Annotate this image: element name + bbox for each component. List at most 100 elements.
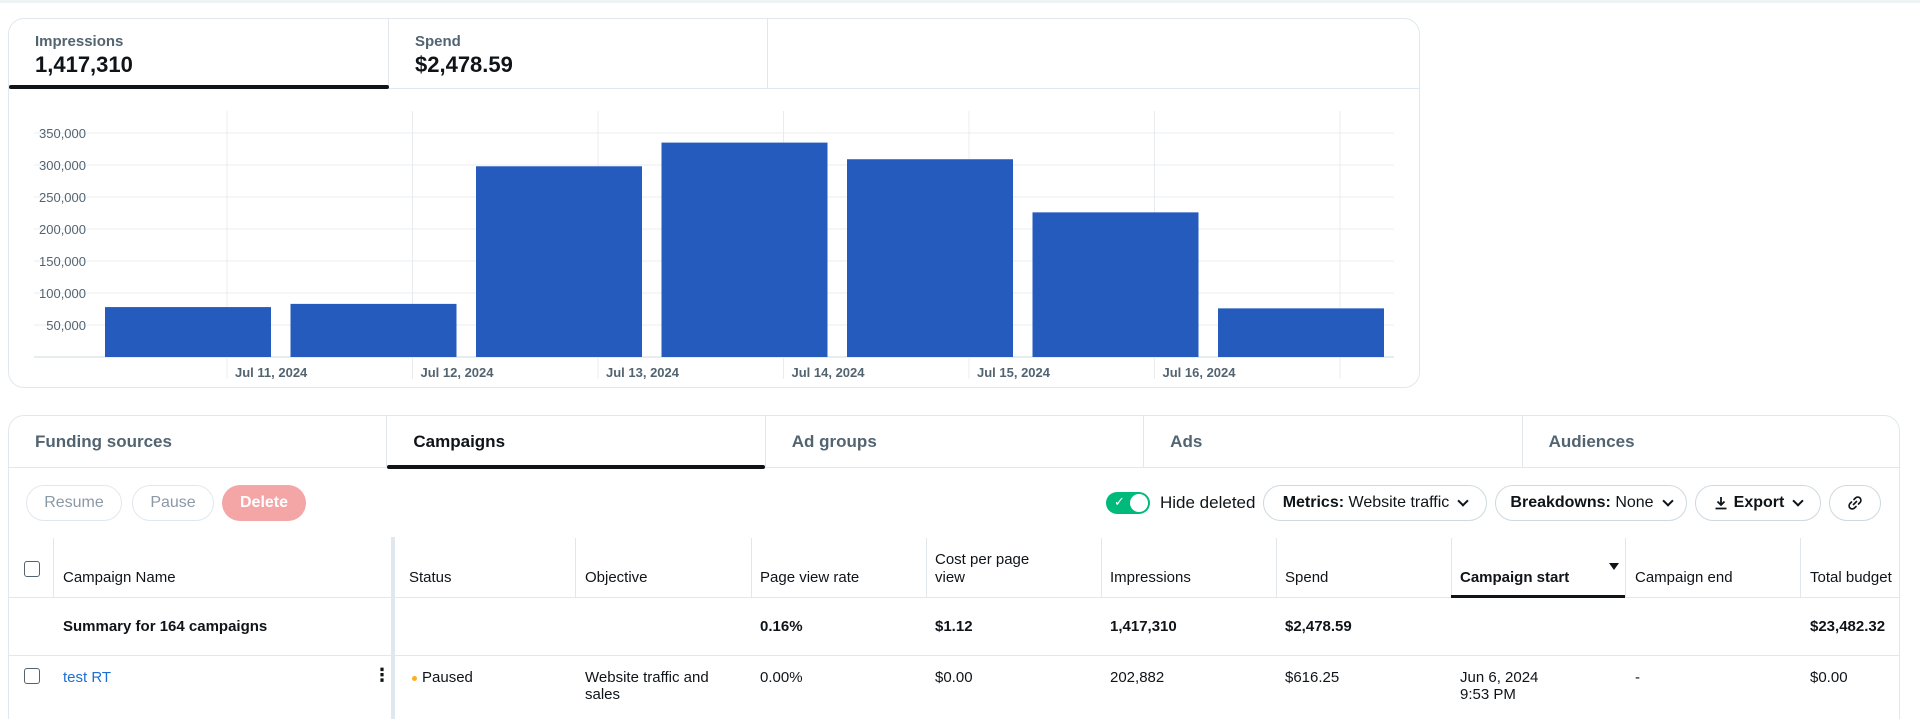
header-line: Cost per page [935, 551, 1030, 568]
y-tick-label: 100,000 [39, 286, 86, 301]
table-toolbar: Resume Pause Delete ✓ Hide deleted Metri… [9, 468, 1899, 538]
x-tick-label: Jul 14, 2024 [792, 365, 866, 380]
tab-ads[interactable]: Ads [1144, 416, 1523, 468]
tab-ad-groups[interactable]: Ad groups [766, 416, 1145, 468]
column-divider [1625, 538, 1626, 598]
select-all-checkbox[interactable] [24, 561, 40, 577]
campaign-end-cell: - [1635, 669, 1640, 686]
x-tick-label: Jul 16, 2024 [1163, 365, 1237, 380]
bar [847, 159, 1013, 357]
y-tick-label: 200,000 [39, 222, 86, 237]
bar [1032, 212, 1199, 357]
y-tick-label: 250,000 [39, 190, 86, 205]
summary-page-view-rate: 0.16% [760, 618, 803, 635]
tab-funding-sources[interactable]: Funding sources [9, 416, 388, 468]
entity-card: Funding sources Campaigns Ad groups Ads … [8, 415, 1900, 719]
breakdowns-dropdown[interactable]: Breakdowns: None [1495, 485, 1687, 521]
bar [661, 142, 828, 357]
sort-descending-icon[interactable] [1609, 563, 1619, 570]
header-status[interactable]: Status [409, 569, 452, 586]
metric-label: Impressions [35, 33, 124, 50]
x-tick-label: Jul 11, 2024 [235, 365, 308, 380]
column-divider [575, 538, 576, 598]
x-tick-label: Jul 12, 2024 [421, 365, 495, 380]
delete-button[interactable]: Delete [222, 485, 306, 521]
table-row: test RT ⋮ Paused Website traffic and sal… [9, 656, 1899, 718]
metrics-dropdown[interactable]: Metrics: Website traffic [1263, 485, 1487, 521]
breakdowns-key: Breakdowns: [1510, 494, 1611, 511]
metric-value: 1,417,310 [35, 52, 133, 77]
sorted-column-indicator [1451, 595, 1625, 598]
y-tick-label: 300,000 [39, 158, 86, 173]
metrics-key: Metrics: [1282, 494, 1345, 511]
chevron-down-icon [1457, 494, 1469, 507]
header-campaign-end[interactable]: Campaign end [1635, 569, 1733, 586]
header-cost-per-page-view[interactable]: Cost per page view [935, 551, 1029, 587]
export-label: Export [1733, 494, 1785, 511]
pause-button[interactable]: Pause [132, 485, 214, 521]
summary-cost-per-page-view: $1.12 [935, 618, 973, 635]
bar [105, 307, 271, 357]
header-line: view [935, 569, 966, 586]
column-divider [53, 538, 54, 598]
column-divider [926, 538, 927, 598]
header-campaign-name[interactable]: Campaign Name [63, 569, 176, 586]
tab-campaigns[interactable]: Campaigns [387, 416, 766, 469]
tab-audiences[interactable]: Audiences [1548, 432, 1635, 451]
metric-tab-empty [768, 19, 1419, 89]
start-time: 9:53 PM [1460, 686, 1516, 703]
header-page-view-rate[interactable]: Page view rate [760, 569, 860, 586]
toggle-knob [1130, 494, 1148, 512]
status-cell: Paused [412, 669, 473, 686]
column-divider [1451, 538, 1452, 598]
table-header-row: Campaign Name Status Objective Page view… [9, 538, 1899, 598]
objective-line: Website traffic and [585, 669, 709, 686]
bar [290, 303, 457, 357]
summary-label: Summary for 164 campaigns [63, 618, 268, 635]
metric-label: Spend [415, 33, 461, 50]
status-text: Paused [422, 669, 473, 686]
chevron-down-icon [1792, 494, 1804, 507]
more-options-icon[interactable]: ⋮ [373, 665, 391, 685]
hide-deleted-label: Hide deleted [1160, 493, 1256, 512]
metrics-value: Website traffic [1348, 494, 1450, 511]
impressions-bar-chart: 50,000 100,000 150,000 200,000 250,000 300,00… [34, 111, 1394, 380]
column-divider [1101, 538, 1102, 598]
hide-deleted-toggle[interactable]: ✓ [1106, 492, 1150, 514]
metric-tab-impressions[interactable]: Impressions 1,417,310 [9, 19, 389, 89]
metric-tab-spend[interactable]: Spend $2,478.59 [389, 19, 768, 89]
download-icon [1715, 497, 1727, 510]
campaign-name-link[interactable]: test RT [63, 669, 112, 686]
paused-status-dot [412, 675, 417, 681]
chevron-down-icon [1661, 494, 1674, 507]
summary-spend: $2,478.59 [1285, 618, 1352, 635]
campaign-start-cell: Jun 6, 2024 9:53 PM [1460, 669, 1538, 703]
header-campaign-start[interactable]: Campaign start [1460, 569, 1570, 586]
header-spend[interactable]: Spend [1285, 569, 1329, 586]
y-tick-label: 50,000 [46, 318, 86, 333]
impressions-cell: 202,882 [1110, 669, 1165, 686]
page-view-rate-cell: 0.00% [760, 669, 803, 686]
row-checkbox[interactable] [24, 668, 40, 684]
breakdowns-value: None [1615, 494, 1654, 511]
start-date: Jun 6, 2024 [1460, 669, 1539, 686]
summary-total-budget: $23,482.32 [1810, 618, 1886, 635]
column-divider [1800, 538, 1801, 598]
summary-row: Summary for 164 campaigns 0.16% $1.12 1,… [9, 598, 1899, 656]
bar [476, 166, 642, 357]
y-tick-label: 350,000 [39, 126, 86, 141]
copy-link-button[interactable] [1829, 485, 1881, 521]
selected-tab-indicator [9, 85, 389, 89]
summary-impressions: 1,417,310 [1110, 618, 1177, 635]
objective-line: sales [585, 686, 621, 703]
export-dropdown[interactable]: Export [1695, 485, 1821, 521]
bar [1218, 308, 1384, 357]
check-icon: ✓ [1114, 494, 1125, 509]
resume-button[interactable]: Resume [26, 485, 122, 521]
header-objective[interactable]: Objective [585, 569, 648, 586]
sticky-column-divider[interactable] [391, 537, 395, 719]
header-total-budget[interactable]: Total budget [1810, 569, 1892, 586]
link-icon [1848, 496, 1862, 510]
y-tick-label: 150,000 [39, 254, 86, 269]
header-impressions[interactable]: Impressions [1110, 569, 1191, 586]
